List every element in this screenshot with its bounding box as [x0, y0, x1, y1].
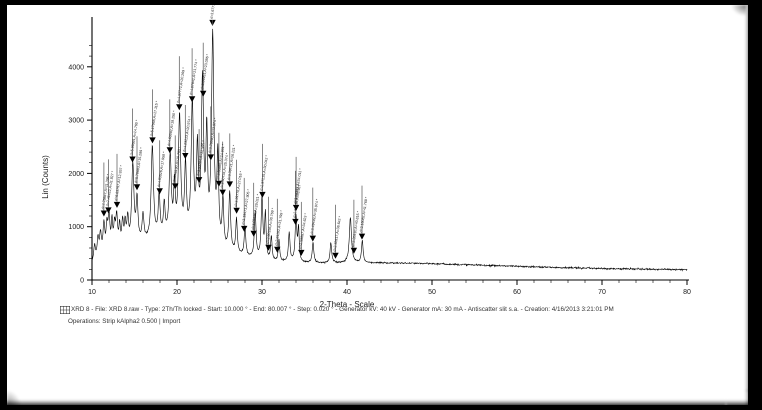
- svg-text:d=4.07841,A=21.774 *: d=4.07841,A=21.774 *: [189, 59, 199, 96]
- svg-text:d=2.16082,A=41.769 *: d=2.16082,A=41.769 *: [359, 196, 369, 233]
- svg-text:1000: 1000: [68, 224, 84, 231]
- svg-text:d=5.17668,A=17.115 *: d=5.17668,A=17.115 *: [150, 100, 160, 136]
- svg-text:d=3.19471,A=27.905 *: d=3.19471,A=27.905 *: [241, 188, 251, 225]
- svg-text:2000: 2000: [68, 171, 84, 178]
- svg-text:d=5.78683,A=15.299 *: d=5.78683,A=15.299 *: [134, 147, 144, 184]
- svg-text:Lin (Counts): Lin (Counts): [41, 155, 50, 199]
- svg-text:0: 0: [80, 278, 84, 285]
- svg-text:d=3.07435,A=29.021 *: d=3.07435,A=29.021 *: [251, 193, 261, 230]
- svg-text:30: 30: [258, 289, 266, 296]
- svg-text:d=4.23213,A=20.974 *: d=4.23213,A=20.974 *: [182, 115, 192, 152]
- svg-text:d=2.32817,A=38.642 *: d=2.32817,A=38.642 *: [333, 215, 343, 252]
- svg-text:d=3.70890,A=23.974 *: d=3.70890,A=23.974 *: [208, 117, 218, 154]
- svg-text:10: 10: [88, 289, 96, 296]
- svg-text:4000: 4000: [68, 64, 84, 71]
- svg-text:70: 70: [598, 289, 606, 296]
- svg-text:d=4.93526,A=17.959 *: d=4.93526,A=17.959 *: [157, 151, 167, 188]
- svg-text:d=3.84951,A=23.086 *: d=3.84951,A=23.086 *: [200, 53, 210, 90]
- svg-text:d=4.48190,A=19.793 *: d=4.48190,A=19.793 *: [172, 146, 182, 183]
- svg-text:d=4.37771,A=20.269 *: d=4.37771,A=20.269 *: [176, 67, 186, 104]
- svg-text:d=3.39721,A=26.211 *: d=3.39721,A=26.211 *: [227, 144, 237, 180]
- svg-text:d=2.90356,A=30.769 *: d=2.90356,A=30.769 *: [266, 207, 276, 244]
- svg-text:3000: 3000: [68, 118, 84, 125]
- svg-text:50: 50: [428, 289, 436, 296]
- svg-text:d=2.97215,A=30.042 *: d=2.97215,A=30.042 *: [259, 154, 269, 191]
- svg-text:d=2.58867,A=34.623 *: d=2.58867,A=34.623 *: [298, 212, 308, 249]
- svg-text:80: 80: [683, 289, 691, 296]
- svg-text:d=3.67776,A=24.180 *: d=3.67776,A=24.180 *: [210, 5, 220, 19]
- svg-text:d=2.49449,A=35.974 *: d=2.49449,A=35.974 *: [310, 198, 320, 235]
- svg-text:d=5.99691,A=14.760 *: d=5.99691,A=14.760 *: [130, 119, 140, 156]
- svg-text:40: 40: [343, 289, 351, 296]
- svg-text:20: 20: [173, 289, 181, 296]
- svg-text:d=3.29778,A=27.016 *: d=3.29778,A=27.016 *: [234, 170, 244, 207]
- svg-text:d=2.81182,A=31.799 *: d=2.81182,A=31.799 *: [274, 209, 284, 245]
- svg-text:60: 60: [513, 289, 521, 296]
- svg-text:d=6.83757,A=12.937 *: d=6.83757,A=12.937 *: [114, 164, 124, 201]
